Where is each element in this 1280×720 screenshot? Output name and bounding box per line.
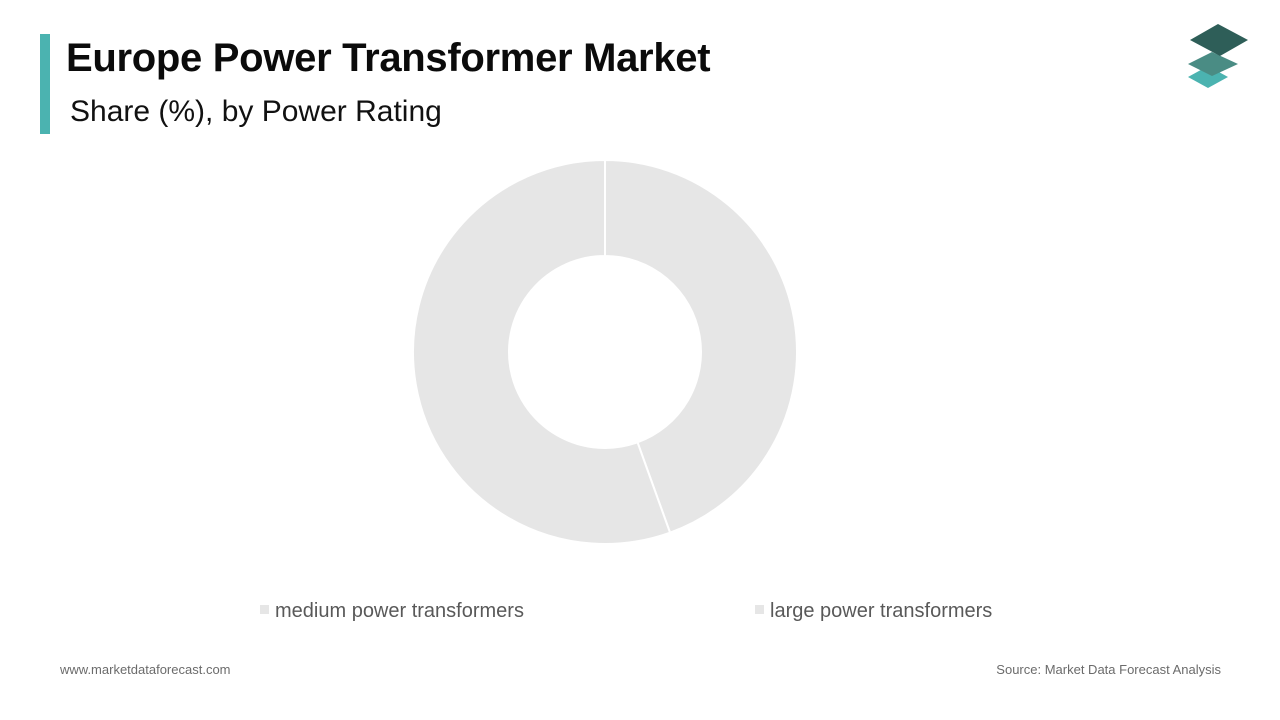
legend-swatch-large-power-transformers bbox=[755, 605, 764, 614]
title-accent-bar bbox=[40, 34, 50, 134]
footer-website[interactable]: www.marketdataforecast.com bbox=[60, 662, 231, 677]
footer-source: Source: Market Data Forecast Analysis bbox=[996, 662, 1221, 677]
page-subtitle: Share (%), by Power Rating bbox=[70, 95, 442, 128]
logo-layer-middle bbox=[1188, 52, 1238, 76]
stacked-layers-logo-icon bbox=[1188, 24, 1248, 88]
donut-slices bbox=[412, 158, 798, 545]
donut-slice-medium-power-transformers bbox=[604, 158, 798, 534]
chart-legend: medium power transformers large power tra… bbox=[260, 600, 992, 622]
logo-layer-top bbox=[1190, 24, 1248, 56]
legend-label-large-power-transformers: large power transformers bbox=[770, 600, 992, 622]
legend-swatch-medium-power-transformers bbox=[260, 605, 269, 614]
legend-label-medium-power-transformers: medium power transformers bbox=[275, 600, 524, 622]
page-title: Europe Power Transformer Market bbox=[66, 36, 711, 80]
donut-slice-large-power-transformers bbox=[412, 158, 672, 545]
